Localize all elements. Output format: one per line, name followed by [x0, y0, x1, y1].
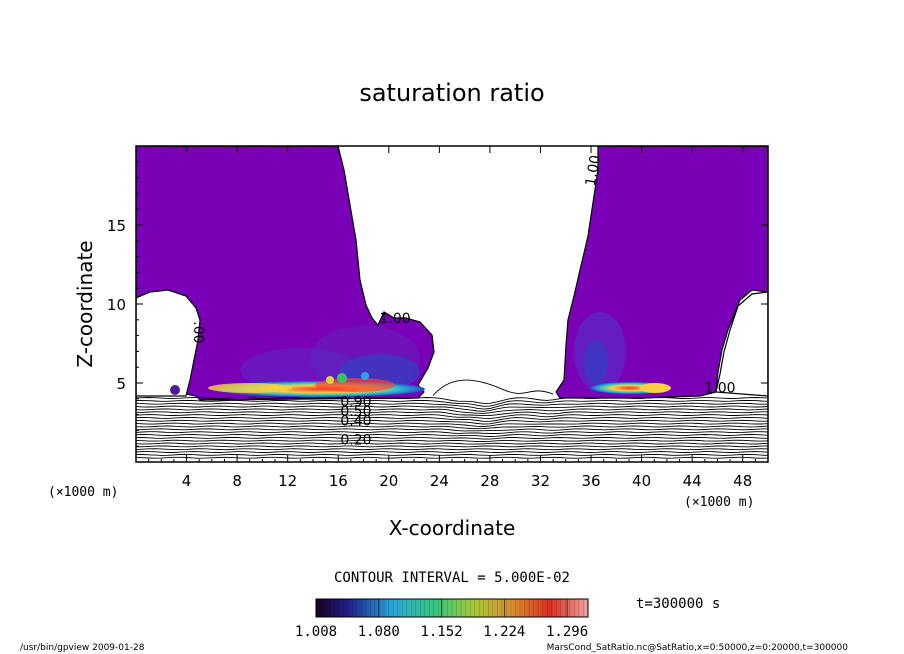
contour-interval-label: CONTOUR INTERVAL = 5.000E-02 — [334, 570, 570, 586]
contour-line — [136, 422, 768, 427]
y-tick-label: 5 — [116, 375, 126, 393]
x-tick-label: 40 — [632, 472, 651, 490]
contour-line — [136, 436, 768, 440]
x-tick-label: 24 — [430, 472, 449, 490]
x-tick-label: 32 — [531, 472, 550, 490]
contour-line — [136, 448, 768, 451]
contour-label: 1.00 — [583, 154, 604, 187]
colorbar-ticks: 1.008 1.080 1.152 1.224 1.296 — [295, 599, 588, 640]
contour-label: 0.90 — [340, 395, 371, 411]
contour-labels: 1.00 1.00 .00 1.00 0.900.500.40 0.20 — [190, 154, 735, 449]
x-tick-label: 48 — [733, 472, 752, 490]
colorbar-tick-label: 1.152 — [420, 624, 462, 640]
contour-line — [136, 445, 768, 448]
colorbar-tick-label: 1.224 — [483, 624, 525, 640]
contour-line — [136, 402, 768, 410]
y-axis-label: Z-coordinate — [73, 240, 97, 367]
contour-line — [136, 419, 768, 425]
colorbar-tick-label: 1.008 — [295, 624, 337, 640]
contour-line — [432, 379, 554, 396]
chart-title: saturation ratio — [359, 79, 544, 107]
contour-line — [136, 416, 768, 422]
colorbar-tick-label: 1.296 — [546, 624, 588, 640]
colorbar-tick-label: 1.080 — [358, 624, 400, 640]
footer-right: MarsCond_SatRatio.nc@SatRatio,x=0:50000,… — [547, 643, 849, 653]
contour-label: 0.20 — [340, 433, 371, 449]
x-tick-label: 44 — [683, 472, 702, 490]
y-tick-label: 15 — [107, 217, 126, 235]
contour-line — [136, 434, 768, 437]
x-tick-label: 4 — [182, 472, 192, 490]
footer-left: /usr/bin/gpview 2009-01-28 — [20, 643, 145, 653]
contour-label: 1.00 — [704, 380, 735, 396]
contour-line — [136, 405, 768, 412]
contour-line — [136, 439, 768, 443]
x-tick-label: 20 — [379, 472, 398, 490]
contour-line — [136, 399, 768, 407]
contour-label: 0.50 — [340, 404, 371, 420]
contour-label: 1.00 — [380, 311, 411, 327]
contour-line — [136, 411, 768, 417]
x-tick-label: 8 — [232, 472, 242, 490]
x-unit-label: (×1000 m) — [684, 495, 754, 510]
time-label: t=300000 s — [636, 596, 720, 612]
contour-line — [136, 408, 768, 414]
x-tick-label: 12 — [278, 472, 297, 490]
contour-line — [136, 425, 768, 430]
x-axis-label: X-coordinate — [389, 516, 516, 540]
x-tick-label: 28 — [480, 472, 499, 490]
contour-label: .00 — [190, 321, 206, 343]
contour-line — [136, 453, 768, 456]
contour-line — [136, 397, 768, 404]
z-unit-label: (×1000 m) — [48, 485, 118, 500]
contour-label: 0.40 — [340, 414, 371, 430]
plot-area — [136, 146, 768, 459]
x-tick-label: 16 — [329, 472, 348, 490]
contour-line — [136, 414, 768, 419]
contour-line — [136, 442, 768, 445]
contour-line — [136, 451, 768, 453]
y-tick-label: 10 — [107, 296, 126, 314]
contour-line — [136, 431, 768, 434]
contour-lines — [136, 379, 768, 459]
contour-line — [136, 456, 768, 459]
x-tick-label: 36 — [581, 472, 600, 490]
contour-line — [136, 428, 768, 432]
